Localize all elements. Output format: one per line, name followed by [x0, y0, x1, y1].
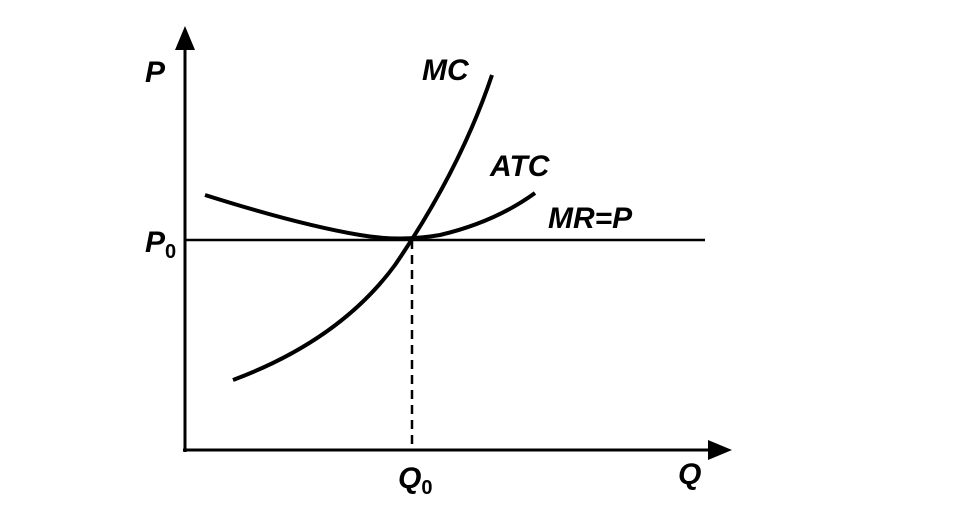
x-axis-label: Q — [678, 458, 701, 491]
x-axis-arrow — [708, 440, 732, 460]
q0-sub: 0 — [421, 477, 432, 499]
p0-text: P — [145, 226, 166, 259]
atc-curve — [204, 191, 537, 241]
y-axis-arrow — [175, 26, 195, 50]
mr-label: MR=P — [548, 202, 633, 235]
mc-label: MC — [422, 54, 470, 87]
p0-sub: 0 — [165, 241, 176, 263]
y-axis-label: P — [145, 56, 166, 89]
mc-curve — [232, 74, 494, 382]
q0-text: Q — [398, 462, 421, 495]
atc-label: ATC — [489, 150, 551, 183]
q0-label: Q0 — [398, 462, 432, 499]
p0-label: P0 — [145, 226, 176, 263]
